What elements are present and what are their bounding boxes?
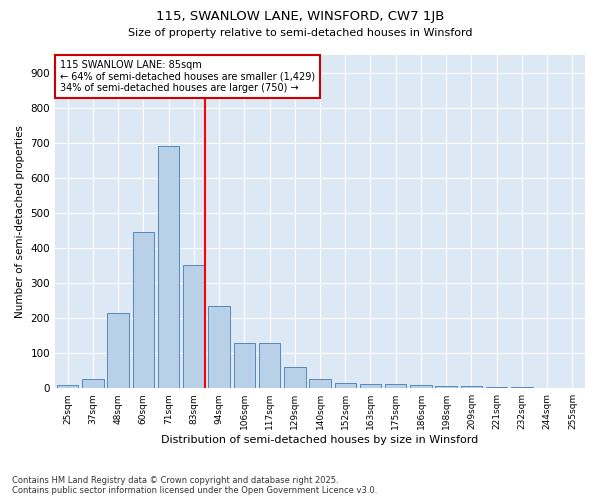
Bar [410, 384, 431, 388]
Bar [436, 386, 457, 388]
Bar [57, 384, 79, 388]
Bar [107, 313, 129, 388]
Bar [309, 380, 331, 388]
X-axis label: Distribution of semi-detached houses by size in Winsford: Distribution of semi-detached houses by … [161, 435, 479, 445]
Bar [158, 146, 179, 388]
Bar [461, 386, 482, 388]
Bar [208, 306, 230, 388]
Text: 115, SWANLOW LANE, WINSFORD, CW7 1JB: 115, SWANLOW LANE, WINSFORD, CW7 1JB [156, 10, 444, 23]
Bar [511, 387, 533, 388]
Text: Size of property relative to semi-detached houses in Winsford: Size of property relative to semi-detach… [128, 28, 472, 38]
Bar [133, 232, 154, 388]
Bar [360, 384, 381, 388]
Text: Contains HM Land Registry data © Crown copyright and database right 2025.
Contai: Contains HM Land Registry data © Crown c… [12, 476, 377, 495]
Bar [284, 367, 305, 388]
Bar [233, 342, 255, 388]
Bar [183, 266, 205, 388]
Bar [82, 380, 104, 388]
Bar [486, 387, 508, 388]
Bar [335, 383, 356, 388]
Bar [259, 342, 280, 388]
Text: 115 SWANLOW LANE: 85sqm
← 64% of semi-detached houses are smaller (1,429)
34% of: 115 SWANLOW LANE: 85sqm ← 64% of semi-de… [61, 60, 316, 93]
Y-axis label: Number of semi-detached properties: Number of semi-detached properties [15, 125, 25, 318]
Bar [385, 384, 406, 388]
